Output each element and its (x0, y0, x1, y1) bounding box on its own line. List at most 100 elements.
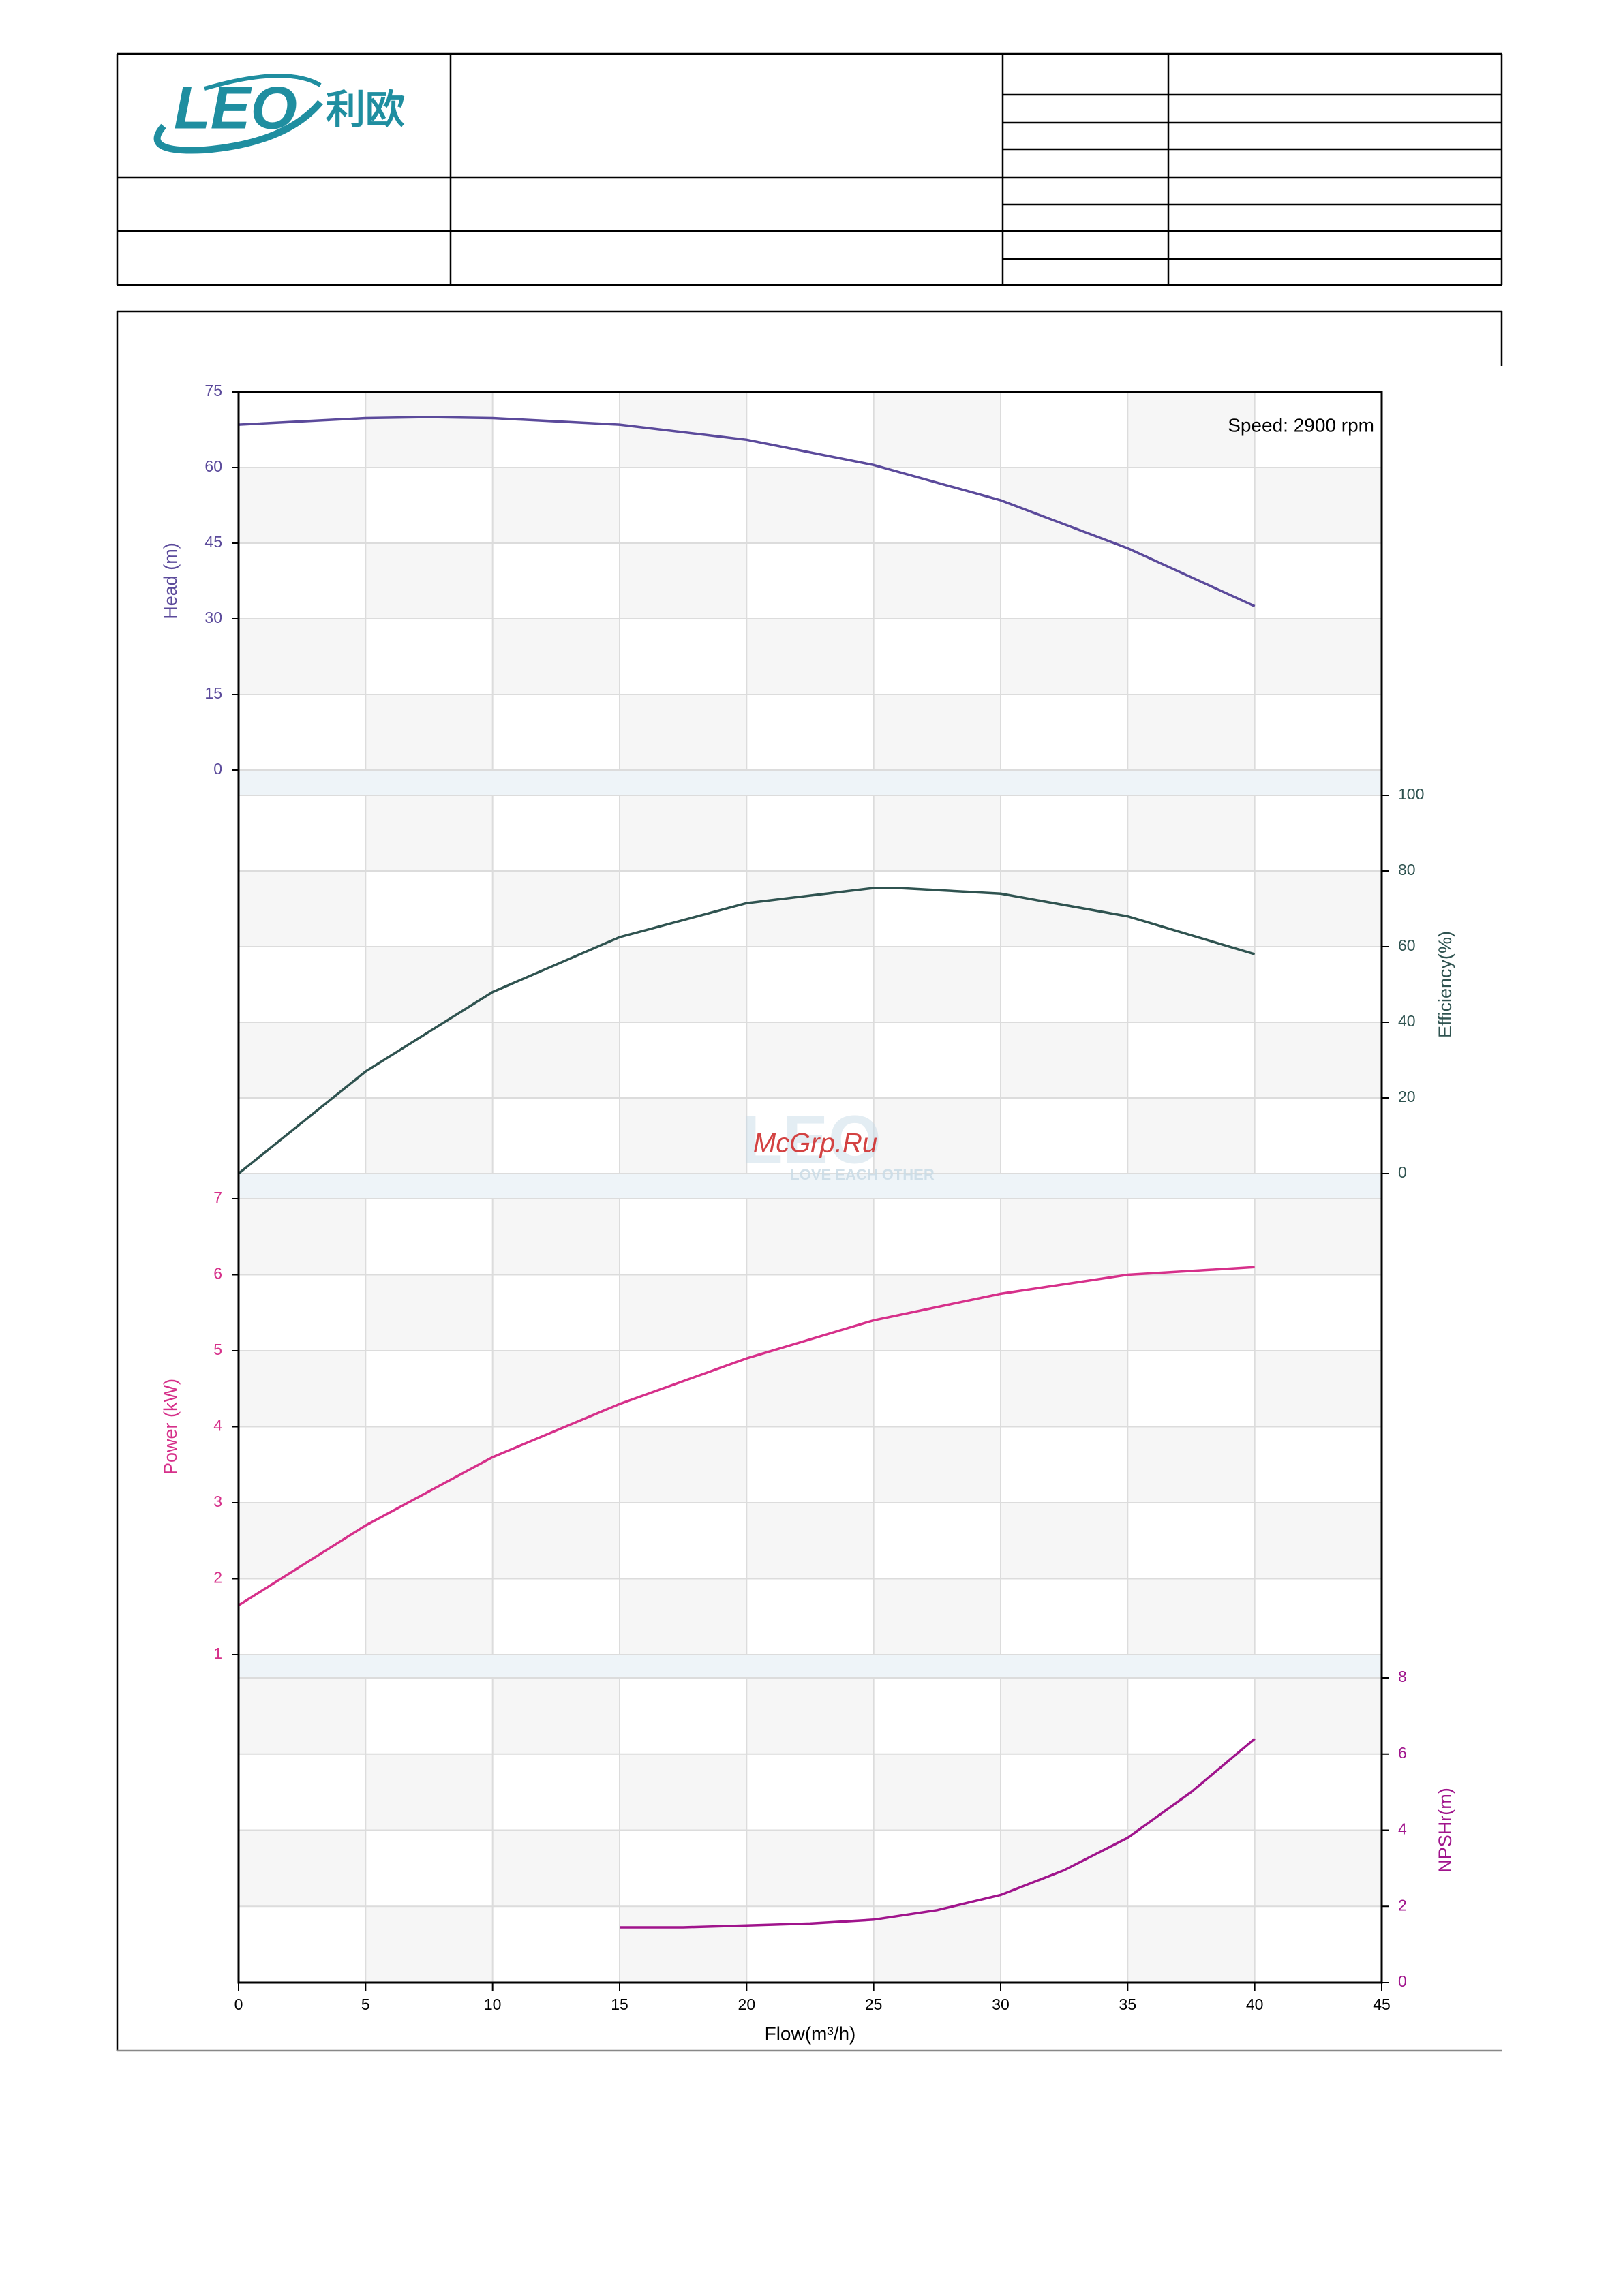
watermark-tagline: LOVE EACH OTHER (790, 1166, 935, 1183)
y-tick-label: 6 (1398, 1744, 1407, 1762)
cell-shade (239, 1503, 366, 1579)
y-tick-label: 4 (1398, 1820, 1407, 1838)
cell-shade (492, 871, 620, 947)
cell-shade (1001, 1830, 1128, 1907)
logo-text: LEO (174, 74, 297, 141)
cell-shade (239, 1830, 366, 1907)
cell-shade (492, 1351, 620, 1427)
y-tick-label: 4 (213, 1417, 222, 1435)
cell-shade (1127, 543, 1255, 619)
cell-shade (365, 392, 493, 468)
cell-shade (1127, 1426, 1255, 1503)
cell-shade (746, 1351, 874, 1427)
cell-shade (1001, 1351, 1128, 1427)
cell-shade (620, 543, 747, 619)
cell-shade (620, 795, 747, 871)
cell-shade (492, 1503, 620, 1579)
y-tick-label: 100 (1398, 785, 1424, 803)
cell-shade (1254, 1351, 1382, 1427)
cell-shade (239, 1351, 366, 1427)
y-tick-label: 40 (1398, 1012, 1416, 1030)
y-tick-label: 15 (204, 684, 222, 702)
cell-shade (1127, 1578, 1255, 1655)
x-tick-label: 20 (738, 1995, 756, 2013)
panel-gap (239, 1655, 1382, 1678)
logo: LEO 利欧 (153, 74, 405, 154)
cell-shade (1254, 1503, 1382, 1579)
cell-shade (620, 1098, 747, 1174)
logo-swoosh (153, 100, 323, 154)
cell-shade (1127, 947, 1255, 1022)
cell-shade (620, 1906, 747, 1983)
cell-shade (873, 1754, 1001, 1831)
logo-cn: 利欧 (326, 87, 405, 132)
cell-shade (1001, 871, 1128, 947)
y-tick-label: 20 (1398, 1088, 1416, 1105)
x-tick-label: 45 (1373, 1995, 1391, 2013)
cell-shade (1001, 1678, 1128, 1754)
cell-shade (873, 1906, 1001, 1983)
cell-shade (365, 1754, 493, 1831)
y-tick-label: 3 (213, 1493, 222, 1510)
cell-shade (873, 543, 1001, 619)
y-tick-label: 2 (213, 1569, 222, 1587)
cell-shade (239, 1199, 366, 1275)
cell-shade (1127, 1098, 1255, 1174)
cell-shade (365, 694, 493, 770)
watermark-logo: LEO (741, 1101, 881, 1178)
cell-shade (746, 619, 874, 694)
cell-shade (492, 1830, 620, 1907)
header-table (116, 52, 1503, 286)
y-axis-label: Head (m) (160, 542, 181, 619)
cell-shade (620, 1274, 747, 1351)
cell-shade (239, 619, 366, 694)
cell-shade (620, 1578, 747, 1655)
y-tick-label: 0 (1398, 1972, 1407, 1990)
watermark: LEO McGrp.Ru LOVE EACH OTHER (741, 1101, 935, 1182)
cell-shade (365, 543, 493, 619)
cell-shade (1254, 468, 1382, 543)
x-tick-label: 5 (361, 1995, 370, 2013)
cell-shade (492, 619, 620, 694)
y-tick-label: 7 (213, 1189, 222, 1206)
y-tick-label: 0 (213, 760, 222, 778)
y-tick-label: 5 (213, 1341, 222, 1358)
x-tick-label: 10 (484, 1995, 502, 2013)
y-axis-label: Power (kW) (160, 1379, 181, 1475)
cell-shade (239, 871, 366, 947)
cell-shade (1127, 795, 1255, 871)
cell-shade (746, 1199, 874, 1275)
cell-shade (873, 1426, 1001, 1503)
y-tick-label: 75 (204, 382, 222, 399)
cell-shade (873, 392, 1001, 468)
y-tick-label: 80 (1398, 861, 1416, 878)
cell-shade (746, 468, 874, 543)
cell-shade (1127, 694, 1255, 770)
cell-shade (1127, 1906, 1255, 1983)
cell-shade (620, 694, 747, 770)
cell-shade (1001, 1199, 1128, 1275)
x-tick-label: 15 (611, 1995, 628, 2013)
x-tick-label: 40 (1246, 1995, 1264, 2013)
cell-shade (1127, 1274, 1255, 1351)
panel-gap (239, 1174, 1382, 1199)
cell-shade (365, 1906, 493, 1983)
cell-shade (620, 1426, 747, 1503)
cell-shade (365, 1578, 493, 1655)
y-tick-label: 6 (213, 1265, 222, 1283)
cell-shade (746, 871, 874, 947)
cell-shade (1254, 871, 1382, 947)
cell-shade (620, 947, 747, 1022)
y-tick-label: 60 (204, 457, 222, 475)
y-tick-label: 45 (204, 533, 222, 551)
cell-shade (365, 1098, 493, 1174)
cell-shade (1001, 1503, 1128, 1579)
cell-shade (365, 1274, 493, 1351)
x-tick-label: 0 (234, 1995, 243, 2013)
y-tick-label: 1 (213, 1644, 222, 1662)
cell-shade (873, 1578, 1001, 1655)
y-tick-label: 60 (1398, 936, 1416, 954)
cell-shade (1254, 1022, 1382, 1098)
